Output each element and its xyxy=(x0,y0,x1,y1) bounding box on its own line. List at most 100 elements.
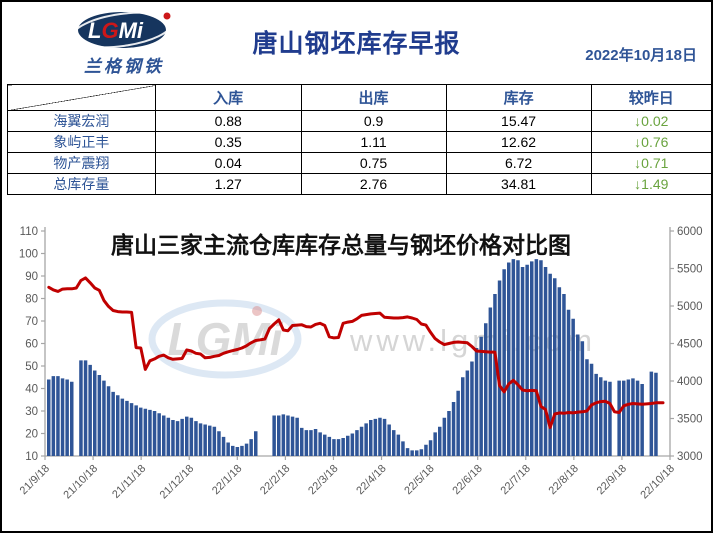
right-axis-tick-label: 5000 xyxy=(677,301,703,313)
x-axis-tick-label: 22/4/18 xyxy=(354,463,388,497)
cell-change: ↓0.71 xyxy=(590,152,711,174)
cell-outbound: 1.11 xyxy=(300,131,447,153)
inventory-bar xyxy=(456,390,460,456)
left-axis-tick-label: 80 xyxy=(25,294,38,306)
inventory-bar xyxy=(189,417,194,456)
inventory-bar xyxy=(635,380,640,456)
cell-change: ↓1.49 xyxy=(590,173,711,195)
inventory-bar xyxy=(594,373,598,456)
price-line xyxy=(47,276,665,429)
inventory-bar xyxy=(102,380,106,456)
inventory-bar xyxy=(534,259,539,456)
inventory-bar xyxy=(580,341,585,456)
cell-outbound: 0.75 xyxy=(300,152,447,174)
inventory-bar xyxy=(387,424,391,456)
inventory-bar xyxy=(111,391,115,456)
inventory-bar xyxy=(488,307,493,456)
right-axis-tick-label: 6000 xyxy=(677,226,703,238)
inventory-bar xyxy=(240,445,244,456)
left-axis-tick-label: 20 xyxy=(25,429,38,441)
cell-stock: 15.47 xyxy=(445,110,592,132)
svg-text:LGMi: LGMi xyxy=(88,18,144,43)
inventory-bar xyxy=(511,259,516,456)
left-axis-tick-label: 30 xyxy=(25,406,38,418)
inventory-bar xyxy=(424,444,428,456)
cell-inbound: 0.35 xyxy=(154,131,302,153)
inventory-bar xyxy=(585,359,589,456)
inventory-bar xyxy=(415,450,419,456)
inventory-bar xyxy=(553,278,557,456)
inventory-bar xyxy=(93,370,97,456)
watermark-logo-dot xyxy=(252,306,262,316)
inventory-bar xyxy=(88,364,92,456)
lgmi-logo-icon: LGMi xyxy=(71,11,173,49)
inventory-bar xyxy=(152,411,157,456)
col-header-outbound: 出库 xyxy=(300,84,447,111)
inventory-bar xyxy=(350,433,355,456)
x-axis-tick-label: 22/8/18 xyxy=(547,463,581,497)
inventory-bar xyxy=(392,430,396,456)
x-axis-tick-label: 22/2/18 xyxy=(258,463,292,497)
cell-inbound: 0.88 xyxy=(154,110,302,132)
cell-stock: 6.72 xyxy=(445,152,592,174)
col-header-change: 较昨日 xyxy=(590,84,711,111)
inventory-bar xyxy=(507,262,511,456)
inventory-bar xyxy=(336,439,341,456)
inventory-bar xyxy=(309,430,313,456)
inventory-bar xyxy=(617,380,621,456)
inventory-bar xyxy=(60,378,65,456)
inventory-bar xyxy=(539,260,543,456)
inventory-bar xyxy=(520,267,525,456)
table-row: 总库存量 1.27 2.76 34.81 ↓1.49 xyxy=(7,173,711,195)
cell-change: ↓0.76 xyxy=(590,131,711,153)
x-axis-tick-label: 22/5/18 xyxy=(402,463,436,497)
table-row: 海翼宏润 0.88 0.9 15.47 ↓0.02 xyxy=(7,110,711,132)
right-axis-tick-label: 4000 xyxy=(677,376,703,388)
table-header-row: 入库 出库 库存 较昨日 xyxy=(7,84,711,111)
inventory-bar xyxy=(83,360,88,456)
inventory-bar xyxy=(231,445,235,456)
inventory-bar xyxy=(484,323,488,456)
row-label: 总库存量 xyxy=(7,173,156,195)
x-axis-tick-label: 21/10/18 xyxy=(61,463,100,502)
cell-outbound: 2.76 xyxy=(300,173,447,195)
inventory-bar xyxy=(346,435,350,456)
inventory-bar xyxy=(194,421,198,456)
inventory-bar xyxy=(277,415,281,456)
right-axis-tick-label: 4500 xyxy=(677,339,703,351)
left-axis-tick-label: 90 xyxy=(25,271,38,283)
inventory-bar xyxy=(562,294,566,456)
inventory-bar xyxy=(470,361,474,456)
inventory-bar xyxy=(497,280,502,456)
inventory-bar xyxy=(47,379,51,456)
inventory-bar xyxy=(162,415,166,456)
inventory-bar xyxy=(401,441,405,456)
inventory-bar xyxy=(185,416,189,456)
inventory-bar xyxy=(382,418,387,456)
row-label: 物产震翔 xyxy=(7,152,156,174)
inventory-bar xyxy=(249,439,253,456)
inventory-bar xyxy=(318,432,322,456)
report-date: 2022年10月18日 xyxy=(585,47,697,64)
table-row: 象屿正丰 0.35 1.11 12.62 ↓0.76 xyxy=(7,131,711,153)
inventory-table: 入库 出库 库存 较昨日 海翼宏润 0.88 0.9 15.47 ↓0.02 象… xyxy=(7,84,711,195)
inventory-bar xyxy=(157,413,161,456)
x-axis-tick-label: 22/10/18 xyxy=(638,463,677,502)
left-axis-tick-label: 40 xyxy=(25,384,38,396)
row-label: 象屿正丰 xyxy=(7,131,156,153)
inventory-bar xyxy=(134,405,138,456)
inventory-bar xyxy=(566,309,571,456)
inventory-bar xyxy=(208,425,212,456)
right-axis-tick-label: 3000 xyxy=(677,451,703,463)
inventory-bar xyxy=(396,434,401,456)
inventory-bar xyxy=(461,377,465,456)
inventory-bar xyxy=(442,417,447,456)
right-axis-tick-label: 5500 xyxy=(677,264,703,276)
inventory-bar xyxy=(516,260,520,456)
report-header: LGMi 兰格钢铁 唐山钢坯库存早报 2022年10月18日 xyxy=(2,2,711,82)
inventory-bar xyxy=(51,376,56,456)
inventory-bar xyxy=(175,421,180,456)
inventory-bar xyxy=(369,420,373,456)
inventory-bar xyxy=(447,411,451,456)
inventory-bar xyxy=(180,418,184,456)
